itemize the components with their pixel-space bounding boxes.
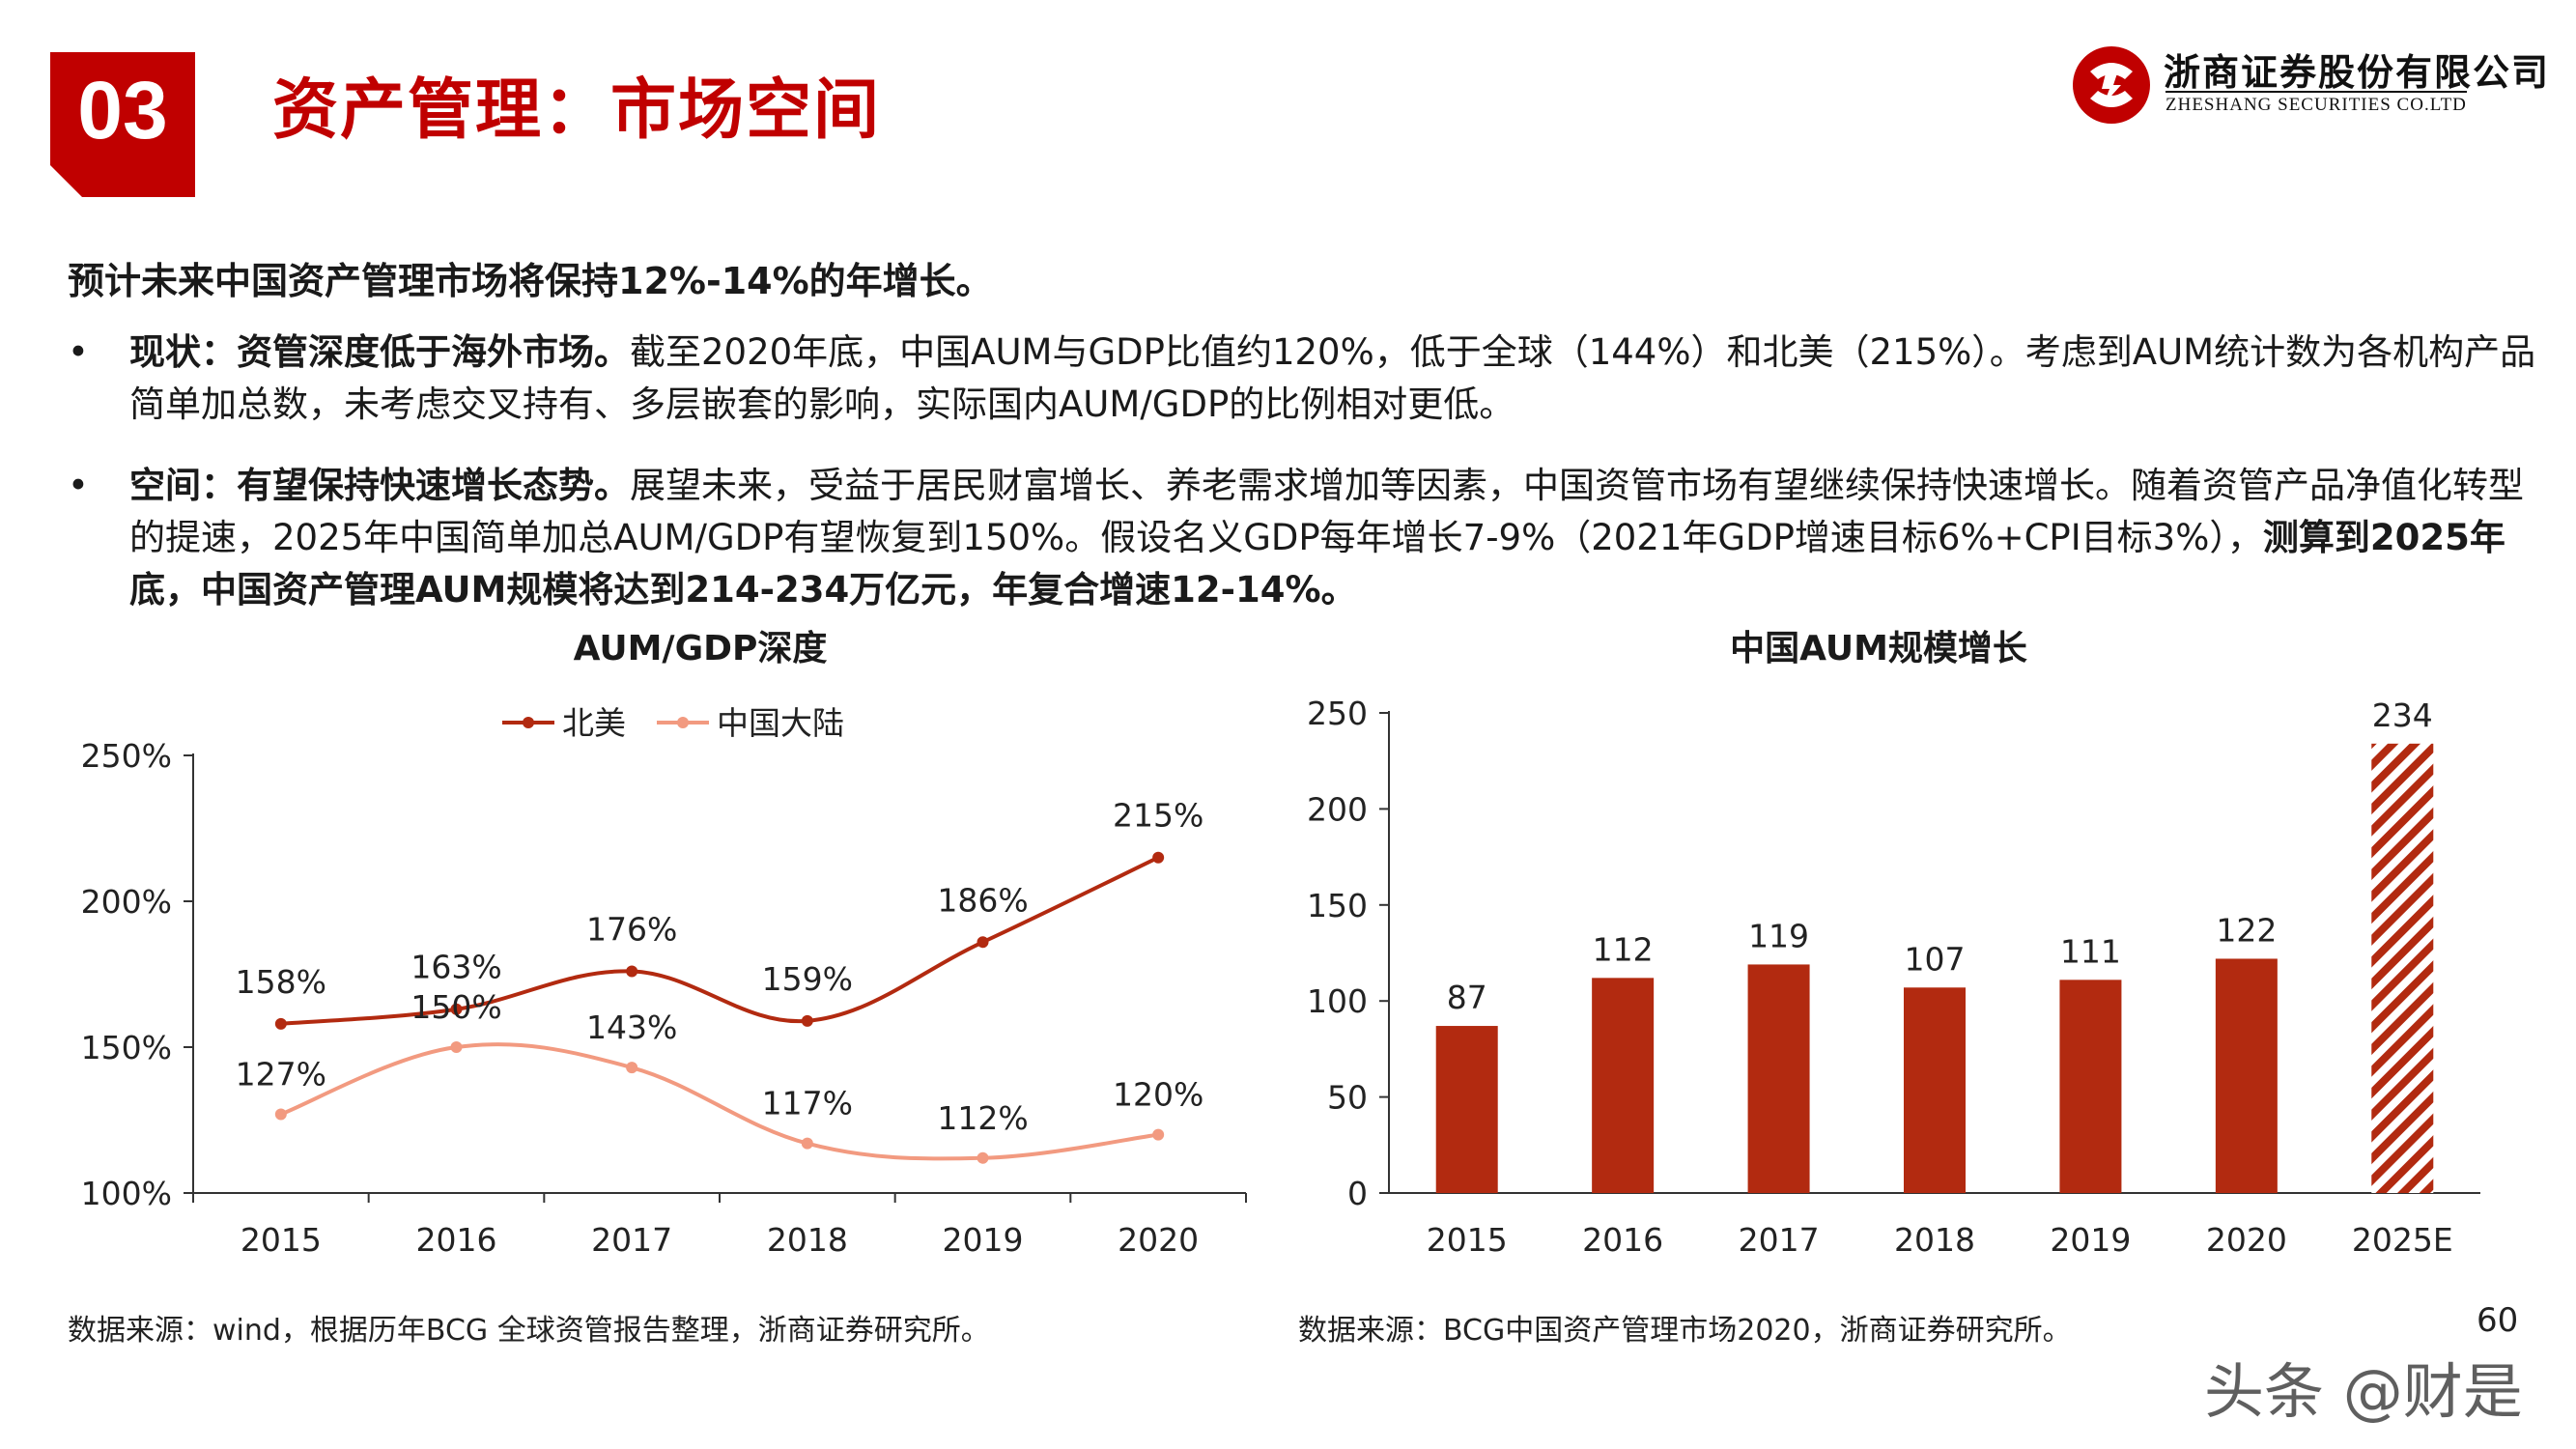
bullet-lead: 现状：资管深度低于海外市场。 bbox=[129, 331, 630, 373]
data-point bbox=[1152, 1128, 1165, 1141]
bar bbox=[2215, 958, 2278, 1193]
series-line-1 bbox=[280, 1042, 1159, 1161]
data-point bbox=[1152, 851, 1165, 864]
bullet-marker: • bbox=[68, 331, 89, 373]
data-point bbox=[274, 1017, 287, 1030]
bullet-lead: 空间：有望保持快速增长态势。 bbox=[129, 465, 630, 506]
y-tick-label: 0 bbox=[1347, 1175, 1368, 1212]
page-number: 60 bbox=[2477, 1301, 2519, 1340]
legend-marker bbox=[523, 717, 534, 728]
data-label: 150% bbox=[410, 988, 501, 1026]
company-logo-icon bbox=[2073, 46, 2150, 124]
company-logo: 浙商证券股份有限公司 ZHESHANG SECURITIES CO.LTD bbox=[2071, 41, 2548, 128]
x-tick-label: 2017 bbox=[1739, 1221, 1820, 1259]
bar-estimate bbox=[2371, 743, 2434, 1193]
bullet-text: 展望未来，受益于居民财富增长、养老需求增加等因素，中国资管市场有望继续保持快速增… bbox=[129, 465, 2524, 558]
x-tick-label: 2020 bbox=[1118, 1221, 1199, 1259]
data-label: 234 bbox=[2372, 696, 2433, 734]
data-label: 112% bbox=[937, 1099, 1028, 1137]
data-label: 127% bbox=[236, 1055, 326, 1093]
data-point bbox=[274, 1108, 287, 1121]
data-point bbox=[450, 1003, 463, 1015]
bar bbox=[1747, 964, 1810, 1193]
source-note-left: 数据来源：wind，根据历年BCG 全球资管报告整理，浙商证券研究所。 bbox=[68, 1314, 990, 1348]
x-tick-label: 2025E bbox=[2352, 1221, 2453, 1259]
legend: 北美 中国大陆 bbox=[502, 704, 844, 742]
y-tick-label: 250 bbox=[1307, 695, 1368, 732]
data-label: 120% bbox=[1113, 1076, 1203, 1114]
bullet-conclusion: 测算到2025年底，中国资产管理AUM规模将达到214-234万亿元，年复合增速… bbox=[129, 517, 2505, 611]
series-line-0 bbox=[280, 855, 1160, 1026]
data-label: 143% bbox=[586, 1009, 677, 1046]
x-tick-label: 2019 bbox=[2050, 1221, 2131, 1259]
data-label: 122 bbox=[2216, 911, 2277, 949]
data-point bbox=[626, 1062, 638, 1074]
watermark: 头条 @财是 bbox=[2204, 1356, 2523, 1427]
data-label: 117% bbox=[762, 1085, 853, 1122]
company-name-cn: 浙商证券股份有限公司 bbox=[2164, 50, 2551, 94]
data-label: 119 bbox=[1748, 917, 1809, 954]
data-point bbox=[626, 965, 638, 978]
x-tick-label: 2019 bbox=[943, 1221, 1024, 1259]
data-label: 111 bbox=[2060, 932, 2121, 970]
aum-gdp-line-chart: 100% 150% 200% 250% 2015 2016 2017 2018 2019 2020… bbox=[81, 704, 1247, 1259]
data-label: 87 bbox=[1447, 979, 1487, 1016]
data-point bbox=[977, 936, 989, 949]
y-tick-label: 250% bbox=[81, 737, 172, 775]
legend-label: 北美 bbox=[562, 704, 626, 742]
data-label: 176% bbox=[586, 910, 677, 948]
data-point bbox=[801, 1014, 813, 1027]
data-label: 112 bbox=[1593, 930, 1654, 968]
data-label: 163% bbox=[410, 949, 501, 986]
page-title: 资产管理：市场空间 bbox=[272, 72, 882, 149]
aum-scale-bar-chart: 0 50 100 150 200 250 2015 2016 2017 2018 2019 2020 2… bbox=[1307, 695, 2480, 1259]
bar bbox=[1592, 978, 1655, 1193]
y-tick-label: 50 bbox=[1327, 1079, 1368, 1117]
bullet-status: • 现状：资管深度低于海外市场。截至2020年底，中国AUM与GDP比值约120… bbox=[68, 327, 2540, 431]
x-tick-label: 2018 bbox=[767, 1221, 848, 1259]
x-tick-label: 2020 bbox=[2206, 1221, 2287, 1259]
y-tick-label: 150% bbox=[81, 1029, 172, 1066]
bar bbox=[1435, 1026, 1498, 1193]
data-point bbox=[801, 1137, 813, 1150]
data-label: 186% bbox=[937, 881, 1028, 919]
bar bbox=[2059, 980, 2122, 1193]
x-tick-label: 2016 bbox=[1582, 1221, 1663, 1259]
legend-marker bbox=[677, 717, 689, 728]
line-chart-title: AUM/GDP深度 bbox=[573, 629, 828, 668]
x-tick-label: 2015 bbox=[241, 1221, 322, 1259]
data-label: 159% bbox=[762, 960, 853, 998]
data-label: 107 bbox=[1905, 940, 1966, 978]
section-number-badge: 03 bbox=[50, 52, 195, 197]
x-tick-label: 2017 bbox=[591, 1221, 672, 1259]
x-tick-label: 2016 bbox=[416, 1221, 497, 1259]
source-note-right: 数据来源：BCG中国资产管理市场2020，浙商证券研究所。 bbox=[1298, 1314, 2072, 1348]
y-tick-label: 200% bbox=[81, 883, 172, 921]
y-tick-label: 100 bbox=[1307, 982, 1368, 1020]
y-tick-label: 100% bbox=[81, 1175, 172, 1212]
data-point bbox=[450, 1041, 463, 1053]
y-tick-label: 200 bbox=[1307, 790, 1368, 828]
bar-chart-title: 中国AUM规模增长 bbox=[1730, 629, 2027, 668]
x-tick-label: 2018 bbox=[1894, 1221, 1975, 1259]
data-point bbox=[977, 1151, 989, 1164]
company-name-en: ZHESHANG SECURITIES CO.LTD bbox=[2166, 91, 2467, 116]
data-label: 158% bbox=[236, 963, 326, 1001]
bullet-space: • 空间：有望保持快速增长态势。展望未来，受益于居民财富增长、养老需求增加等因素… bbox=[68, 460, 2540, 616]
bullet-marker: • bbox=[68, 465, 89, 506]
data-label: 215% bbox=[1113, 797, 1203, 835]
headline: 预计未来中国资产管理市场将保持12%-14%的年增长。 bbox=[68, 260, 993, 302]
legend-label: 中国大陆 bbox=[717, 704, 844, 742]
bullet-text: 截至2020年底，中国AUM与GDP比值约120%，低于全球（144%）和北美（… bbox=[129, 331, 2536, 425]
x-tick-label: 2015 bbox=[1427, 1221, 1508, 1259]
y-tick-label: 150 bbox=[1307, 887, 1368, 924]
bar bbox=[1904, 987, 1966, 1193]
